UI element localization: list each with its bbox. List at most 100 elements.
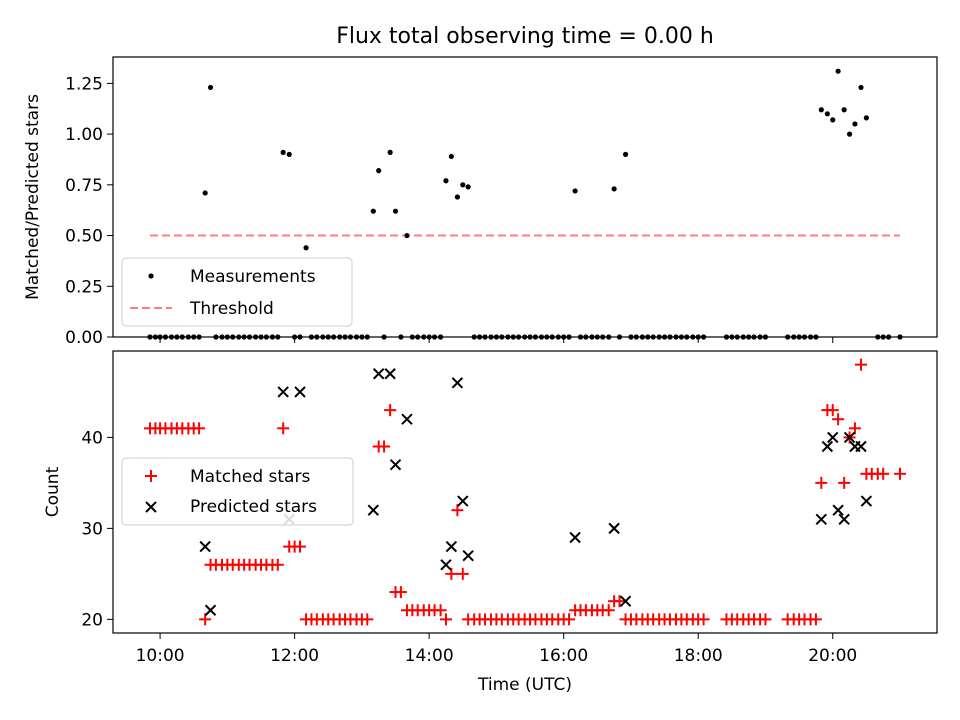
measurement-point	[863, 115, 869, 121]
matched-star-marker	[293, 540, 306, 553]
predicted-star-marker	[401, 413, 413, 425]
matched-star-marker	[613, 595, 626, 608]
predicted-star-marker	[199, 540, 211, 553]
measurement-point	[392, 208, 399, 214]
measurement-point	[846, 131, 853, 137]
predicted-star-marker	[832, 504, 844, 516]
measurement-point	[443, 178, 449, 184]
matched-star-marker	[894, 467, 907, 480]
matched-star-marker	[563, 613, 576, 626]
measurement-point	[303, 245, 309, 251]
measurement-point	[387, 149, 393, 155]
bottom-y-axis-label: Count	[43, 466, 63, 517]
bottom-x-axis: 10:00 12:00 14:00 16:00 18:00 20:00	[136, 633, 857, 666]
measurement-point	[465, 184, 471, 190]
x-tick-label: 18:00	[674, 646, 723, 666]
measurement-point	[611, 186, 617, 192]
matched-star-marker	[199, 613, 212, 626]
matched-star-marker	[434, 604, 447, 617]
measurement-point	[460, 182, 466, 188]
predicted-star-marker	[608, 522, 620, 535]
predicted-star-marker	[451, 377, 464, 389]
matched-star-marker	[384, 404, 397, 417]
predicted-star-marker	[384, 368, 396, 380]
bottom-y-axis: 20 30 40	[81, 428, 113, 630]
top-x-axis	[159, 337, 834, 343]
matched-star-marker	[759, 613, 772, 626]
y-tick-label: 1.00	[65, 125, 103, 145]
measurement-point	[404, 232, 410, 239]
matched-star-marker	[838, 476, 851, 489]
predicted-star-marker	[204, 604, 217, 616]
matched-star-marker	[456, 567, 469, 580]
top-y-axis-label: Matched/Predicted stars	[23, 94, 43, 300]
y-tick-label: 0.75	[65, 176, 103, 196]
predicted-star-marker	[389, 459, 402, 471]
predicted-star-marker	[372, 368, 385, 380]
y-tick-label: 0.25	[65, 277, 103, 297]
y-tick-label: 0.00	[65, 328, 103, 348]
x-tick-label: 10:00	[136, 646, 185, 666]
predicted-star-marker	[860, 495, 873, 507]
top-legend-box	[121, 257, 353, 327]
y-tick-label: 30	[81, 519, 103, 539]
measurement-point	[370, 208, 376, 214]
legend-predicted-label: Predicted stars	[190, 497, 317, 517]
predicted-star-marker	[815, 513, 828, 525]
predicted-star-marker	[843, 431, 856, 444]
matched-star-marker	[826, 404, 839, 417]
measurement-point	[454, 194, 460, 200]
matched-star-marker	[602, 604, 615, 617]
x-tick-label: 12:00	[270, 646, 319, 666]
matched-star-marker	[361, 613, 374, 626]
matched-star-marker	[378, 440, 391, 453]
matched-star-marker	[439, 613, 452, 626]
predicted-star-marker	[367, 504, 380, 516]
matched-star-marker	[451, 504, 464, 517]
matched-star-marker	[877, 467, 890, 480]
measurement-point	[286, 151, 292, 157]
x-tick-label: 16:00	[539, 646, 588, 666]
legend-threshold-label: Threshold	[189, 299, 274, 319]
top-y-axis: 0.00 0.25 0.50 0.75 1.00 1.25	[65, 74, 113, 348]
measurement-point	[841, 107, 847, 113]
matched-star-marker	[854, 358, 867, 371]
predicted-star-marker	[569, 531, 581, 544]
measurement-point	[852, 121, 858, 127]
matched-star-marker	[271, 558, 284, 571]
predicted-star-marker	[855, 440, 867, 453]
matched-star-marker	[848, 422, 861, 435]
bottom-axes-frame	[112, 350, 938, 634]
predicted-star-marker	[462, 549, 474, 562]
y-tick-label: 0.50	[65, 227, 103, 247]
legend-measurements-label: Measurements	[190, 267, 316, 287]
predicted-star-marker	[445, 540, 458, 553]
predicted-star-marker	[277, 386, 289, 398]
y-tick-label: 40	[81, 428, 103, 448]
predicted-star-marker	[457, 495, 469, 507]
x-tick-label: 14:00	[405, 646, 454, 666]
y-tick-label: 20	[81, 610, 103, 630]
measurement-point	[824, 111, 830, 117]
matched-star-marker	[697, 613, 710, 626]
legend-matched-marker	[145, 470, 157, 482]
predicted-star-marker	[619, 595, 632, 607]
predicted-star-marker	[821, 440, 834, 453]
legend-measurements-marker	[148, 273, 154, 279]
top-axes-frame	[112, 56, 938, 338]
measurement-point	[622, 151, 629, 157]
chart-title: Flux total observing time = 0.00 h	[336, 24, 714, 49]
matched-star-marker	[193, 422, 206, 435]
predicted-star-marker	[838, 513, 850, 525]
measurement-point	[835, 68, 841, 74]
x-axis-label: Time (UTC)	[477, 675, 572, 695]
measurement-point	[376, 168, 382, 174]
legend-matched-label: Matched stars	[190, 467, 310, 487]
legend-predicted-marker	[145, 501, 157, 513]
measurement-point	[448, 153, 454, 160]
measurement-point	[858, 84, 864, 91]
bottom-legend-box	[121, 457, 354, 526]
predicted-star-marker	[440, 559, 452, 571]
bottom-legend: Matched stars Predicted stars	[121, 457, 354, 526]
